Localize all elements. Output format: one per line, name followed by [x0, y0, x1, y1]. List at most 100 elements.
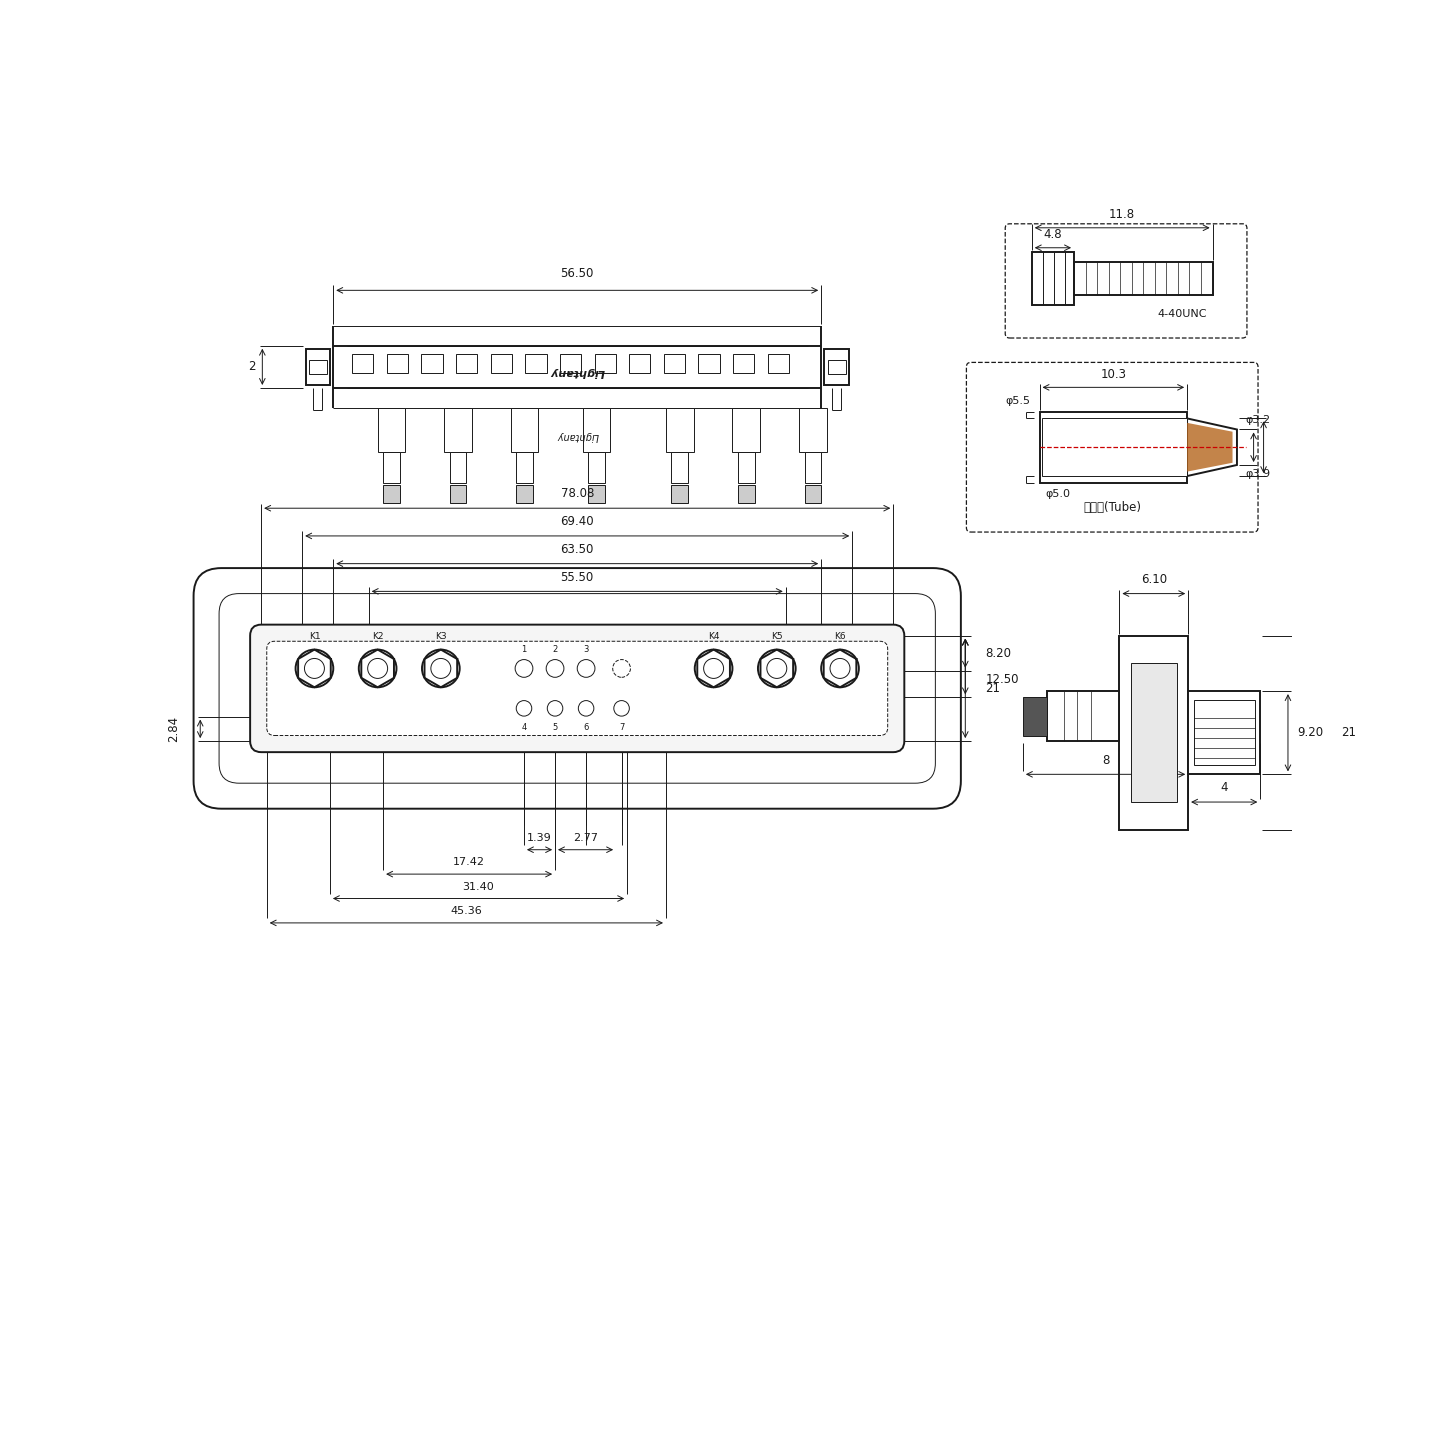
- Bar: [491, 354, 513, 373]
- Text: φ5.0: φ5.0: [1045, 490, 1070, 500]
- FancyBboxPatch shape: [251, 625, 904, 752]
- Text: 56.50: 56.50: [560, 268, 593, 281]
- Text: 4: 4: [521, 723, 527, 732]
- Bar: [799, 408, 827, 452]
- Bar: [526, 354, 547, 373]
- Text: 31.40: 31.40: [462, 881, 494, 891]
- Text: K5: K5: [770, 632, 782, 641]
- Text: 69.40: 69.40: [560, 516, 595, 528]
- Text: 78.08: 78.08: [560, 488, 593, 501]
- Text: 2: 2: [553, 645, 557, 654]
- Polygon shape: [1187, 419, 1237, 477]
- Text: 17.42: 17.42: [454, 857, 485, 867]
- Text: φ3.2: φ3.2: [1246, 415, 1272, 425]
- Bar: [1188, 691, 1260, 775]
- Text: 11.8: 11.8: [1109, 209, 1135, 222]
- Bar: [1022, 697, 1047, 736]
- Text: 1: 1: [521, 645, 527, 654]
- Bar: [377, 408, 406, 452]
- Text: 21: 21: [1341, 726, 1356, 739]
- Text: Lightany: Lightany: [556, 431, 599, 441]
- Bar: [665, 408, 694, 452]
- Bar: [671, 485, 688, 503]
- Bar: [1047, 691, 1119, 742]
- Bar: [449, 485, 467, 503]
- Text: 6: 6: [583, 723, 589, 732]
- Bar: [511, 408, 539, 452]
- Bar: [739, 452, 755, 484]
- Bar: [583, 408, 611, 452]
- Bar: [1119, 635, 1188, 829]
- Bar: [805, 485, 821, 503]
- Text: 6.10: 6.10: [1140, 573, 1166, 586]
- Bar: [671, 452, 688, 484]
- Text: 9.20: 9.20: [1297, 726, 1323, 739]
- Text: 12.50: 12.50: [985, 674, 1018, 687]
- Text: 4.8: 4.8: [1044, 228, 1063, 240]
- FancyBboxPatch shape: [1005, 223, 1247, 338]
- Text: Lightany: Lightany: [550, 367, 605, 377]
- Bar: [517, 452, 533, 484]
- Text: 45.36: 45.36: [451, 906, 482, 916]
- Bar: [449, 452, 467, 484]
- Bar: [733, 408, 760, 452]
- Bar: [595, 354, 616, 373]
- Bar: [305, 348, 330, 384]
- Text: K4: K4: [708, 632, 720, 641]
- Text: Connec: Connec: [530, 667, 713, 710]
- Text: K6: K6: [834, 632, 845, 641]
- Text: 7: 7: [619, 723, 625, 732]
- FancyBboxPatch shape: [966, 363, 1259, 531]
- Text: K2: K2: [372, 632, 383, 641]
- Text: 4: 4: [1221, 782, 1228, 795]
- Text: 5: 5: [553, 723, 557, 732]
- Bar: [353, 354, 373, 373]
- Bar: [456, 354, 477, 373]
- Text: 4-40UNC: 4-40UNC: [1158, 308, 1207, 318]
- Text: 63.50: 63.50: [560, 543, 593, 556]
- Bar: [1074, 262, 1212, 295]
- Bar: [383, 452, 400, 484]
- Text: 3: 3: [583, 645, 589, 654]
- Bar: [629, 354, 651, 373]
- Bar: [805, 452, 821, 484]
- Bar: [589, 452, 605, 484]
- Text: 55.50: 55.50: [560, 570, 593, 583]
- Text: 21: 21: [985, 683, 1001, 696]
- Text: 屏蔽管(Tube): 屏蔽管(Tube): [1083, 501, 1142, 514]
- Text: 2.77: 2.77: [573, 834, 598, 842]
- Bar: [1040, 412, 1187, 482]
- Bar: [310, 360, 327, 374]
- Bar: [733, 354, 755, 373]
- FancyBboxPatch shape: [193, 569, 960, 809]
- Bar: [1194, 700, 1254, 766]
- Text: 8: 8: [1102, 753, 1109, 766]
- Text: K1: K1: [308, 632, 320, 641]
- Bar: [1032, 252, 1074, 305]
- Bar: [444, 408, 472, 452]
- Text: 2: 2: [248, 360, 256, 373]
- Bar: [698, 354, 720, 373]
- Bar: [768, 354, 789, 373]
- Text: K3: K3: [435, 632, 446, 641]
- Bar: [589, 485, 605, 503]
- Text: 1.39: 1.39: [527, 834, 552, 842]
- Text: φ5.5: φ5.5: [1005, 396, 1031, 406]
- Bar: [383, 485, 400, 503]
- Bar: [422, 354, 442, 373]
- FancyBboxPatch shape: [266, 641, 887, 736]
- Bar: [664, 354, 685, 373]
- Text: 2.84: 2.84: [167, 716, 180, 742]
- Bar: [1130, 664, 1176, 802]
- Bar: [825, 348, 850, 384]
- Text: 10.3: 10.3: [1100, 367, 1126, 380]
- Bar: [517, 485, 533, 503]
- Bar: [560, 354, 582, 373]
- Text: 8.20: 8.20: [985, 647, 1011, 660]
- Polygon shape: [1187, 423, 1233, 472]
- Text: φ3.9: φ3.9: [1246, 469, 1272, 480]
- Bar: [828, 360, 845, 374]
- Bar: [1041, 419, 1187, 477]
- Bar: [387, 354, 408, 373]
- Bar: [739, 485, 755, 503]
